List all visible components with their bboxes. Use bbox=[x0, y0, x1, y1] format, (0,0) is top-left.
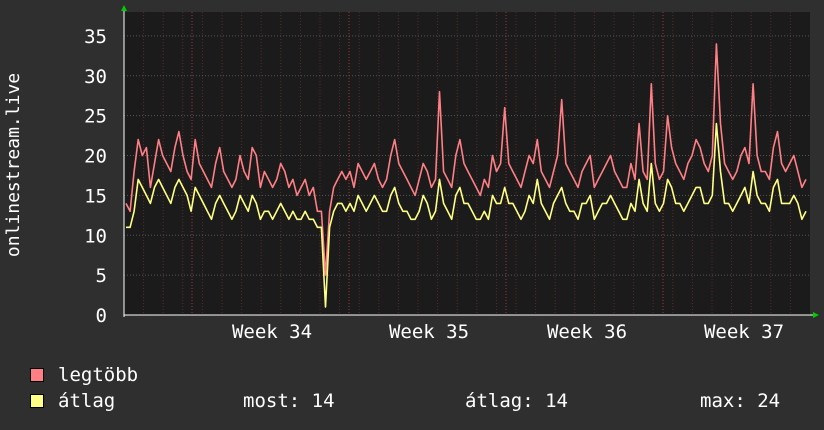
x-tick-label: Week 34 bbox=[232, 321, 312, 343]
x-tick-labels: Week 34 Week 35 Week 36 Week 37 bbox=[232, 321, 784, 343]
legend-label-max: legtöbb bbox=[58, 364, 139, 386]
plot-area bbox=[124, 12, 810, 315]
grid bbox=[124, 12, 810, 316]
legend-label-avg: átlag bbox=[58, 390, 116, 412]
x-tick-label: Week 37 bbox=[704, 321, 784, 343]
y-tick-label: 15 bbox=[84, 185, 107, 207]
y-tick-label: 0 bbox=[96, 305, 107, 327]
legend-item-avg: átlag bbox=[30, 390, 115, 412]
y-axis-arrow bbox=[121, 5, 127, 11]
y-tick-label: 25 bbox=[84, 106, 107, 128]
stat-avg: átlag: 14 bbox=[465, 390, 568, 412]
stat-max: max: 24 bbox=[700, 390, 781, 412]
axes bbox=[121, 5, 819, 318]
y-tick-label: 20 bbox=[84, 146, 107, 168]
x-tick-label: Week 36 bbox=[547, 321, 627, 343]
series-line-avg bbox=[126, 122, 807, 308]
y-tick-labels: 0 5 10 15 20 25 30 35 bbox=[84, 26, 107, 327]
y-tick-label: 10 bbox=[84, 225, 107, 247]
series-layer bbox=[125, 43, 807, 308]
y-tick-label: 30 bbox=[84, 66, 107, 88]
y-tick-label: 35 bbox=[84, 26, 107, 48]
x-axis-arrow bbox=[813, 312, 819, 318]
legend-swatch-avg bbox=[30, 394, 44, 408]
y-axis-label: onlinestream.live bbox=[3, 73, 24, 257]
y-tick-label: 5 bbox=[96, 265, 107, 287]
legend-item-max: legtöbb bbox=[30, 364, 138, 386]
series-line-max bbox=[125, 43, 807, 276]
legend-swatch-max bbox=[30, 368, 44, 382]
stat-now: most: 14 bbox=[243, 390, 335, 412]
x-tick-label: Week 35 bbox=[389, 321, 469, 343]
